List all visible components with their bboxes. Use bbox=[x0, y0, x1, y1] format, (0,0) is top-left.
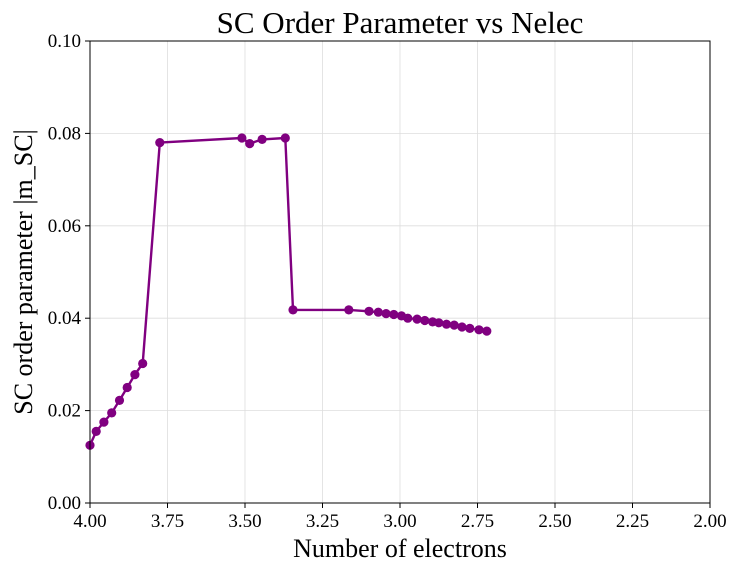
data-point bbox=[434, 318, 444, 328]
x-tick-label: 2.50 bbox=[538, 511, 571, 532]
data-point bbox=[91, 426, 101, 436]
data-point bbox=[280, 133, 290, 143]
data-point bbox=[99, 417, 109, 427]
data-point bbox=[403, 313, 413, 323]
data-point bbox=[364, 306, 374, 316]
y-tick-label: 0.00 bbox=[48, 493, 81, 514]
x-axis-label: Number of electrons bbox=[293, 534, 507, 563]
series-layer bbox=[85, 133, 492, 450]
data-series bbox=[85, 133, 492, 450]
data-point bbox=[482, 326, 492, 336]
data-point bbox=[474, 325, 484, 335]
x-tick-label: 2.75 bbox=[461, 511, 494, 532]
data-point bbox=[237, 133, 247, 143]
data-point bbox=[465, 323, 475, 333]
y-tick-label: 0.02 bbox=[48, 401, 81, 422]
x-tick-label: 3.25 bbox=[306, 511, 339, 532]
x-tick-label: 4.00 bbox=[73, 511, 106, 532]
y-tick-label: 0.10 bbox=[48, 31, 81, 52]
y-axis-label: SC order parameter |m_SC| bbox=[9, 129, 38, 415]
data-point bbox=[114, 395, 125, 405]
data-point bbox=[245, 139, 255, 149]
x-tick-label: 3.00 bbox=[383, 511, 416, 532]
data-point bbox=[138, 358, 148, 369]
data-point bbox=[107, 408, 117, 418]
chart-title: SC Order Parameter vs Nelec bbox=[217, 5, 584, 40]
data-point bbox=[155, 138, 165, 148]
ticks: 4.00 3.75 3.50 3.25 3.00 2.75 2.50 2.25 2.00 0.00… bbox=[48, 31, 727, 532]
data-point bbox=[130, 370, 140, 380]
y-tick-label: 0.06 bbox=[48, 216, 81, 237]
data-point bbox=[373, 307, 383, 317]
data-point bbox=[449, 320, 459, 330]
data-point bbox=[344, 305, 354, 315]
data-point bbox=[122, 382, 132, 393]
data-point bbox=[420, 315, 430, 326]
data-point bbox=[257, 134, 267, 144]
x-tick-label: 2.00 bbox=[693, 511, 726, 532]
x-tick-label: 3.50 bbox=[228, 511, 261, 532]
y-tick-label: 0.04 bbox=[48, 308, 82, 329]
y-tick-label: 0.08 bbox=[48, 123, 81, 144]
data-point bbox=[288, 305, 298, 315]
data-point bbox=[381, 309, 391, 319]
x-tick-label: 2.25 bbox=[616, 511, 649, 532]
data-point bbox=[457, 322, 467, 332]
x-tick-label: 3.75 bbox=[151, 511, 184, 532]
data-point bbox=[389, 309, 399, 320]
data-point bbox=[441, 319, 452, 329]
data-point bbox=[412, 314, 422, 324]
